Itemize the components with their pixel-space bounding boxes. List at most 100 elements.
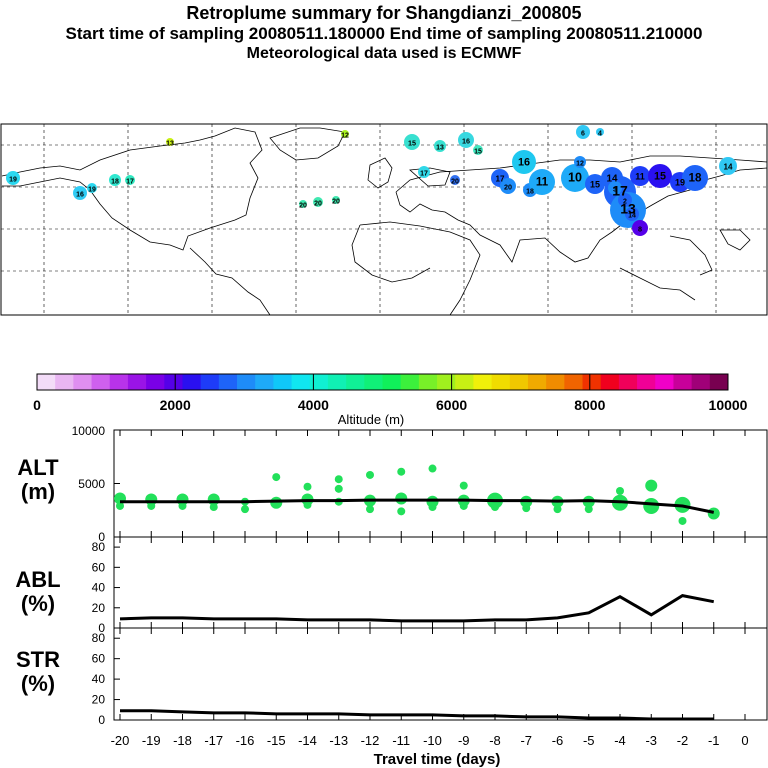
plume-label: 2 [623, 199, 627, 206]
plume-marker [109, 174, 121, 186]
colorbar-cell [655, 374, 674, 390]
plume-marker [574, 156, 586, 168]
str-ytick-label: 20 [92, 693, 106, 707]
abl-ytick-label: 20 [92, 601, 106, 615]
x-tick-label: -10 [423, 733, 442, 748]
x-tick-label: -15 [267, 733, 286, 748]
plume-marker [458, 132, 474, 148]
plume-marker [73, 186, 87, 200]
plume-label: 3 [613, 187, 617, 194]
colorbar-tick-label: 2000 [160, 397, 191, 413]
x-axis-label: Travel time (days) [374, 751, 501, 768]
abl-ytick-label: 80 [92, 540, 106, 554]
plume-marker [576, 125, 590, 139]
abl-panel-unit: (%) [21, 591, 55, 616]
plume-label: 19 [675, 178, 685, 188]
alt-scatter-point [334, 475, 343, 484]
x-tick-label: -14 [298, 733, 317, 748]
x-tick-label: -12 [361, 733, 380, 748]
alt-scatter-point [678, 516, 687, 525]
plume-label: 16 [76, 192, 84, 199]
colorbar-cell [200, 374, 220, 390]
alt-scatter-point [491, 503, 499, 512]
plume-marker [450, 175, 460, 185]
panels-frame [113, 429, 768, 721]
colorbar-cell [182, 374, 202, 390]
x-tick-label: -3 [645, 733, 657, 748]
colorbar-cell [564, 374, 584, 390]
colorbar-tick-label: 4000 [298, 397, 329, 413]
colorbar-cell [618, 374, 638, 390]
plume-label: 13 [436, 145, 444, 152]
abl-ytick-label: 40 [92, 581, 106, 595]
alt-scatter-point [366, 470, 374, 479]
plume-marker [473, 145, 483, 155]
colorbar-tick-label: 10000 [709, 397, 748, 413]
alt-scatter-point [395, 492, 408, 505]
plume-label: 15 [654, 171, 666, 183]
plume-marker [608, 181, 622, 195]
colorbar-cell [382, 374, 402, 390]
plume-marker [332, 196, 340, 204]
alt-scatter-point [459, 481, 468, 490]
colorbar-cell [600, 374, 620, 390]
x-tick-label: -17 [204, 733, 223, 748]
time-series-panels: ALT (m) 10000 5000 0 ABL (%) 80 60 40 20 0 S… [15, 424, 768, 768]
colorbar-cell [691, 374, 711, 390]
alt-mean-line [120, 498, 715, 514]
colorbar-cell [164, 374, 183, 390]
colorbar-cell [291, 374, 311, 390]
x-tick-label: -9 [458, 733, 470, 748]
plume-label: 4 [598, 131, 602, 138]
abl-panel-title: ABL [15, 567, 60, 592]
colorbar-cell [327, 374, 347, 390]
colorbar-cell [437, 374, 456, 390]
plume-label: 11 [536, 176, 549, 189]
str-ytick-label: 60 [92, 652, 106, 666]
plume-marker [630, 166, 650, 186]
plume-marker [682, 165, 708, 191]
plume-marker [299, 200, 307, 208]
plume-marker [632, 220, 648, 236]
plume-marker [166, 138, 174, 146]
alt-scatter-point [616, 486, 624, 495]
plume-label: 14 [723, 163, 733, 172]
colorbar-tick-label: 8000 [574, 397, 605, 413]
plume-label: 13 [166, 141, 174, 148]
alt-ytick-0: 0 [98, 530, 105, 544]
alt-ytick-10000: 10000 [72, 424, 106, 438]
colorbar-cell [364, 374, 383, 390]
x-tick-label: -11 [392, 733, 410, 748]
colorbar-cell [400, 374, 420, 390]
plume-marker [434, 140, 446, 152]
plume-label: 17 [495, 175, 505, 184]
alt-scatter-point [147, 501, 156, 510]
x-tick-label: -8 [489, 733, 501, 748]
abl-ytick-label: 0 [98, 621, 105, 635]
plume-label: 20 [504, 183, 512, 192]
plume-label: 13 [620, 201, 636, 217]
colorbar-cell [673, 374, 693, 390]
plume-label: 8 [638, 225, 642, 234]
colorbar-cell [346, 374, 365, 390]
plume-label: 16 [462, 137, 470, 146]
colorbar-cell [527, 374, 547, 390]
altitude-colorbar: 0 2000 4000 6000 8000 10000 Altitude (m) [33, 373, 748, 427]
plume-label: 19 [88, 187, 96, 194]
x-tick-label: -2 [677, 733, 689, 748]
plume-marker [512, 150, 536, 174]
colorbar-cell [418, 374, 438, 390]
plume-label: 12 [341, 133, 349, 140]
plume-marker [87, 183, 97, 193]
alt-scatter-point [522, 504, 531, 513]
plume-label: 17 [612, 183, 628, 199]
alt-scatter-point [241, 505, 249, 514]
plume-marker [313, 197, 323, 207]
sampling-times: Start time of sampling 20080511.180000 E… [65, 24, 703, 43]
plume-marker [618, 193, 632, 207]
alt-scatter-point [366, 505, 374, 514]
x-tick-label: -1 [708, 733, 720, 748]
